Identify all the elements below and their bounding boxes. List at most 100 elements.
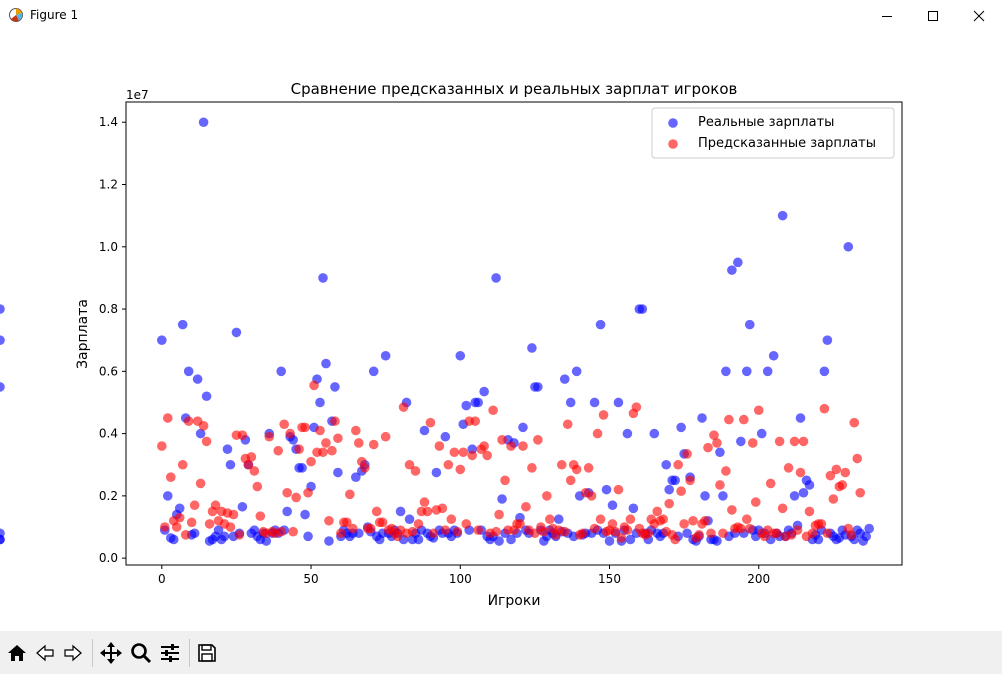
predicted-salary-point (631, 402, 642, 412)
predicted-salary-point (413, 519, 424, 529)
predicted-salary-point (180, 529, 191, 540)
predicted-salary-point (777, 503, 788, 514)
predicted-salary-point (303, 487, 313, 498)
real-salary-point (494, 536, 504, 546)
predicted-salary-point (652, 506, 663, 517)
predicted-salary-point (279, 419, 289, 430)
home-button[interactable] (3, 639, 31, 667)
pan-icon (100, 642, 122, 664)
close-button[interactable] (956, 0, 1002, 31)
real-salary-point (813, 534, 824, 545)
save-button[interactable] (193, 639, 221, 667)
predicted-salary-point (682, 449, 692, 459)
zoom-button[interactable] (127, 639, 155, 667)
minimize-icon (882, 15, 892, 17)
minimize-button[interactable] (864, 0, 910, 31)
real-salary-point (637, 304, 648, 314)
predicted-salary-point (398, 402, 409, 412)
predicted-salary-point (685, 475, 695, 486)
predicted-salary-point (589, 523, 600, 534)
predicted-salary-point (446, 514, 457, 525)
predicted-salary-point (246, 452, 257, 462)
real-salary-point (518, 422, 528, 433)
x-tick-label: 100 (449, 572, 472, 586)
y-tick-label: 1.4 (99, 115, 118, 129)
real-salary-point (736, 436, 746, 447)
predicted-salary-point (440, 525, 451, 535)
predicted-salary-point (449, 447, 460, 458)
real-salary-point (798, 487, 809, 498)
real-salary-point (661, 459, 672, 470)
real-salary-point (697, 413, 707, 423)
predicted-salary-point (816, 519, 827, 529)
y-offset-label: 1e7 (126, 88, 149, 102)
real-salary-point (649, 428, 660, 439)
back-button[interactable] (31, 639, 59, 667)
predicted-salary-point (545, 514, 555, 525)
predicted-salary-point (458, 447, 469, 458)
real-salary-point (607, 500, 618, 511)
real-salary-point (595, 319, 606, 330)
forward-button[interactable] (59, 639, 87, 667)
real-salary-point (822, 335, 833, 345)
predicted-salary-point (422, 506, 433, 517)
real-salary-point (195, 428, 206, 439)
real-salary-point (864, 523, 874, 534)
predicted-salary-point (157, 441, 167, 451)
real-salary-point (413, 534, 424, 545)
predicted-salary-point (165, 472, 176, 482)
chart-title: Сравнение предсказанных и реальных зарпл… (291, 80, 738, 98)
real-salary-point (440, 431, 451, 442)
zoom-icon (131, 643, 152, 664)
predicted-salary-point (491, 526, 501, 537)
predicted-salary-point (318, 447, 328, 458)
pan-button[interactable] (97, 639, 125, 667)
predicted-salary-point (162, 413, 173, 423)
predicted-salary-point (592, 428, 603, 439)
predicted-salary-point (404, 459, 415, 470)
real-salary-point (231, 327, 242, 338)
predicted-salary-point (709, 430, 719, 440)
predicted-salary-point (321, 438, 331, 448)
real-salary-point (527, 343, 537, 353)
predicted-salary-point (473, 525, 483, 535)
predicted-salary-point (792, 525, 803, 535)
predicted-salary-point (795, 467, 806, 478)
predicted-salary-point (237, 430, 248, 440)
real-salary-point (219, 531, 230, 542)
predicted-salary-point (789, 436, 800, 447)
real-salary-point (861, 531, 871, 542)
predicted-salary-point (712, 438, 722, 448)
predicted-salary-point (443, 459, 454, 470)
predicted-salary-point (345, 489, 355, 500)
real-salary-point (333, 467, 343, 478)
real-salary-point (497, 494, 507, 504)
predicted-salary-series (157, 380, 866, 545)
predicted-salary-point (703, 442, 713, 453)
predicted-salary-point (255, 511, 266, 521)
figure-canvas[interactable]: Сравнение предсказанных и реальных зарпл… (0, 31, 1002, 631)
configure-button[interactable] (156, 639, 184, 667)
predicted-salary-point (747, 438, 758, 448)
predicted-salary-point (736, 523, 746, 534)
legend-box (651, 107, 895, 159)
predicted-salary-point (613, 484, 624, 495)
real-salary-point (192, 374, 203, 384)
predicted-salary-point (264, 431, 275, 442)
real-salary-point (168, 534, 179, 545)
real-salary-point (715, 447, 725, 458)
real-salary-point (225, 459, 236, 470)
predicted-salary-point (804, 506, 815, 517)
maximize-button[interactable] (910, 0, 956, 31)
predicted-salary-point (724, 414, 734, 425)
real-salary-point (670, 475, 680, 486)
real-salary-point (237, 501, 248, 512)
real-salary-point (727, 265, 737, 275)
predicted-salary-point (852, 453, 863, 464)
predicted-salary-point (177, 459, 188, 470)
predicted-salary-point (407, 526, 418, 537)
predicted-salary-point (694, 529, 704, 540)
real-salary-point (404, 514, 415, 525)
real-salary-point (201, 391, 212, 402)
real-salary-point (777, 210, 788, 221)
